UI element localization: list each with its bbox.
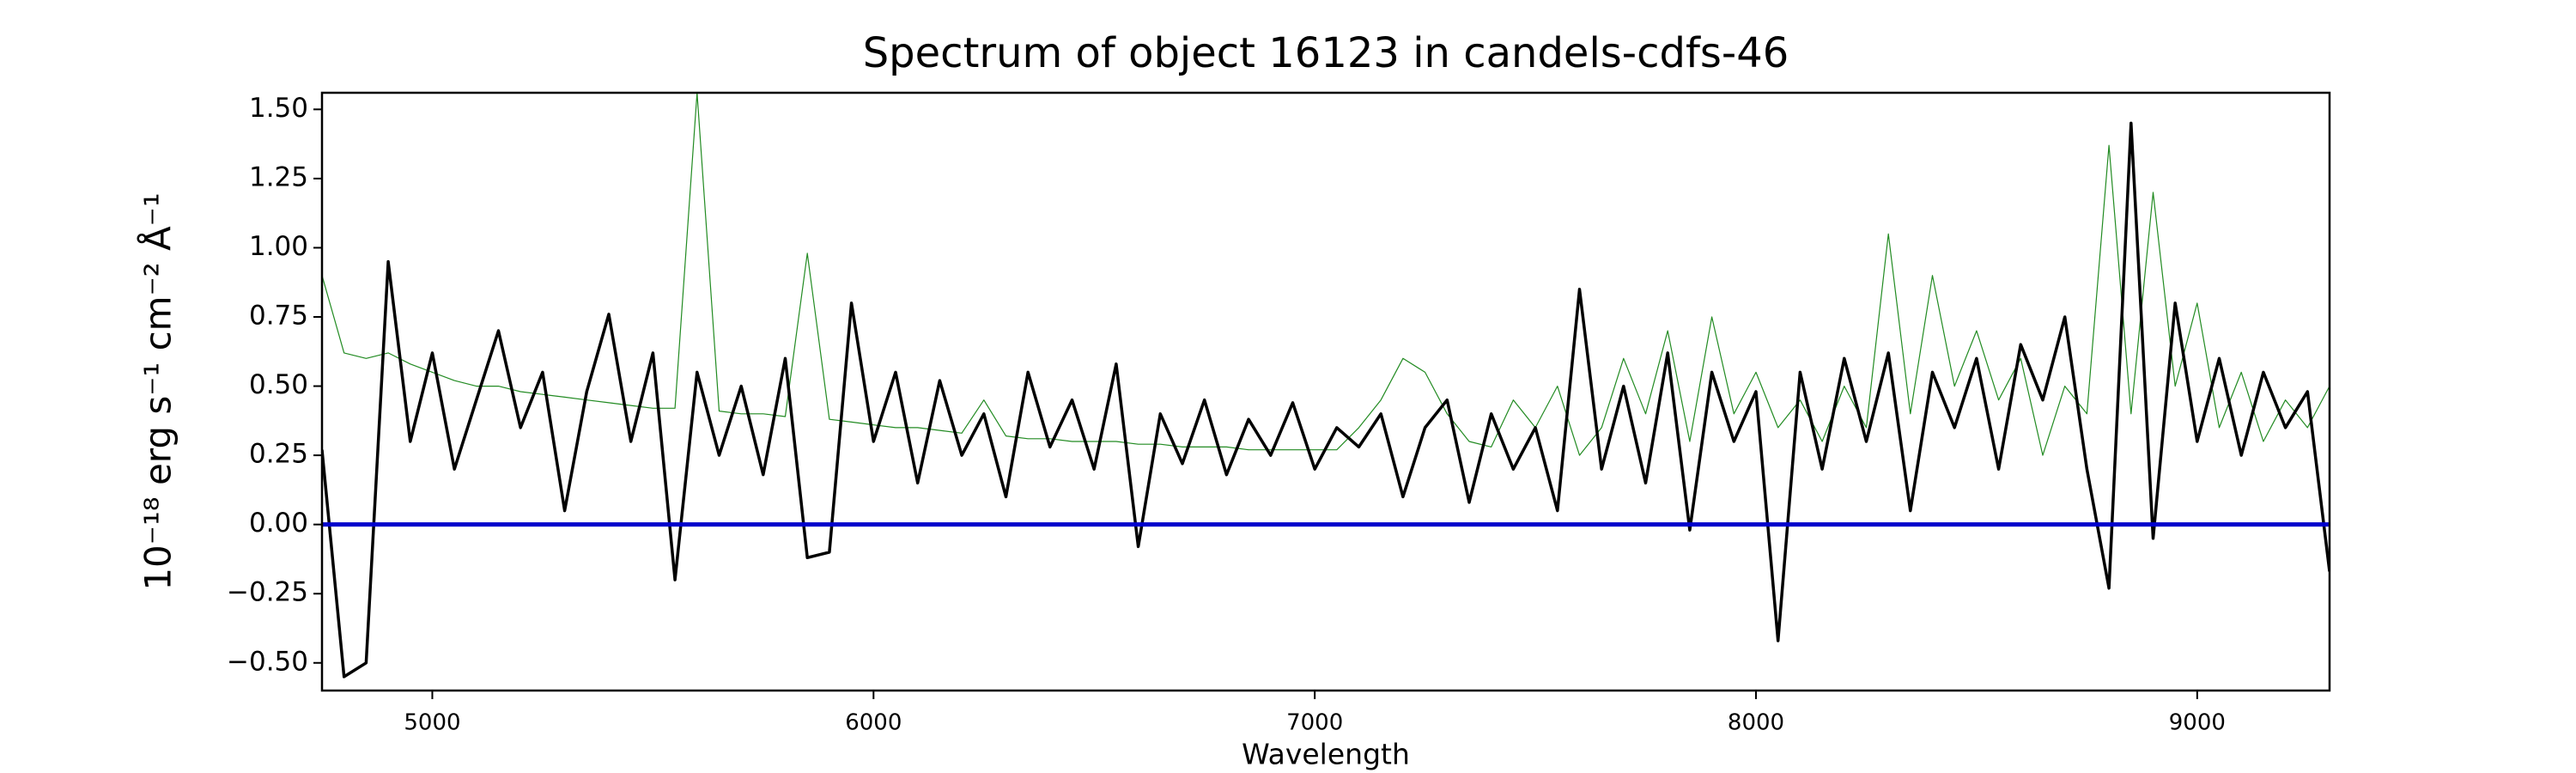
y-tick-label: 1.25 — [249, 161, 308, 192]
y-tick-label: 0.00 — [249, 508, 308, 539]
spectrum-line — [322, 121, 2330, 679]
y-tick-label: 1.00 — [249, 231, 308, 262]
plot-area — [322, 93, 2330, 679]
x-tick-label: 5000 — [404, 710, 460, 736]
y-tick-label: 0.75 — [249, 301, 308, 332]
y-tick-label: −0.25 — [227, 577, 308, 608]
y-tick-label: 0.50 — [249, 369, 308, 400]
x-tick-label: 8000 — [1728, 710, 1784, 736]
x-tick-label: 9000 — [2169, 710, 2226, 736]
x-tick-label: 7000 — [1286, 710, 1343, 736]
y-tick-label: −0.50 — [227, 646, 308, 677]
x-tick-label: 6000 — [845, 710, 902, 736]
y-tick-label: 1.50 — [249, 93, 308, 124]
plot-frame — [320, 91, 2331, 692]
y-tick-label: 0.25 — [249, 439, 308, 470]
y-axis-label: 10⁻¹⁸ erg s⁻¹ cm⁻² Å⁻¹ — [137, 192, 179, 590]
chart-title: Spectrum of object 16123 in candels-cdfs… — [863, 29, 1789, 77]
x-axis-label: Wavelength — [1242, 738, 1410, 771]
